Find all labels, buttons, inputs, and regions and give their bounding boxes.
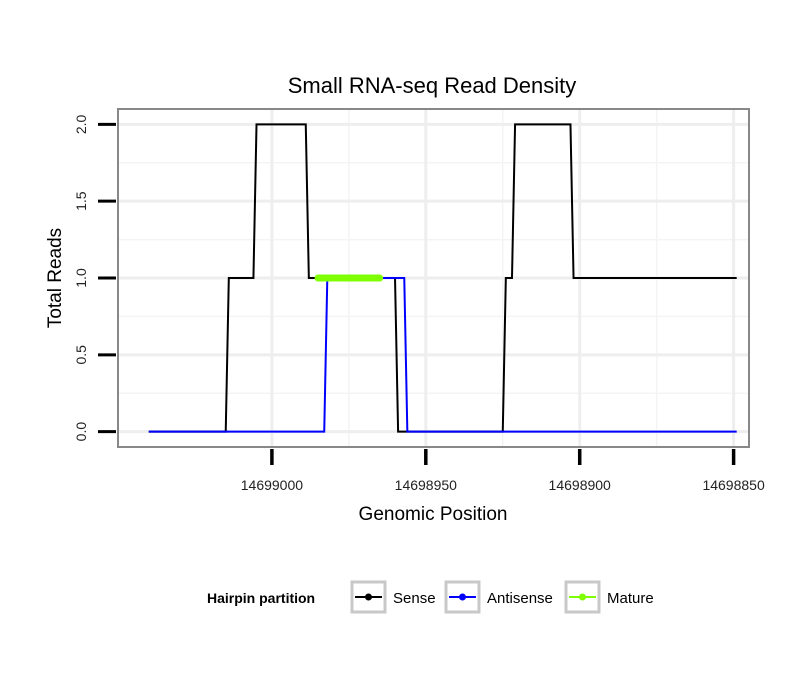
legend-key-point-antisense <box>459 593 466 601</box>
y-tick-label: 1.5 <box>73 191 89 211</box>
legend-key-point-mature <box>579 593 586 601</box>
x-tick-label: 14698900 <box>549 477 612 493</box>
legend-label-antisense: Antisense <box>487 590 553 607</box>
chart-title: Small RNA-seq Read Density <box>288 73 577 98</box>
series-layer <box>148 123 737 433</box>
y-tick-label: 2.0 <box>73 114 89 134</box>
y-axis-title: Total Reads <box>45 228 66 328</box>
legend: Hairpin partition Sense Antisense Mature <box>207 580 654 614</box>
x-tick-label: 14698850 <box>702 477 765 493</box>
legend-title: Hairpin partition <box>207 590 315 606</box>
y-tick-label: 1.0 <box>73 268 89 288</box>
plot-border <box>117 108 750 448</box>
legend-label-mature: Mature <box>607 590 654 607</box>
y-tick-label: 0.0 <box>73 422 89 442</box>
x-tick-label: 14699000 <box>241 477 304 493</box>
axes: 0.0 0.5 1.0 1.5 2.0 14699000 14698950 14698900 1… <box>73 114 765 493</box>
legend-entries: Sense Antisense Mature <box>350 580 654 614</box>
x-tick-label: 14698950 <box>395 477 458 493</box>
y-tick-label: 0.5 <box>73 345 89 365</box>
x-axis-title: Genomic Position <box>359 504 508 525</box>
legend-key-point-sense <box>365 593 372 601</box>
legend-label-sense: Sense <box>393 590 436 607</box>
